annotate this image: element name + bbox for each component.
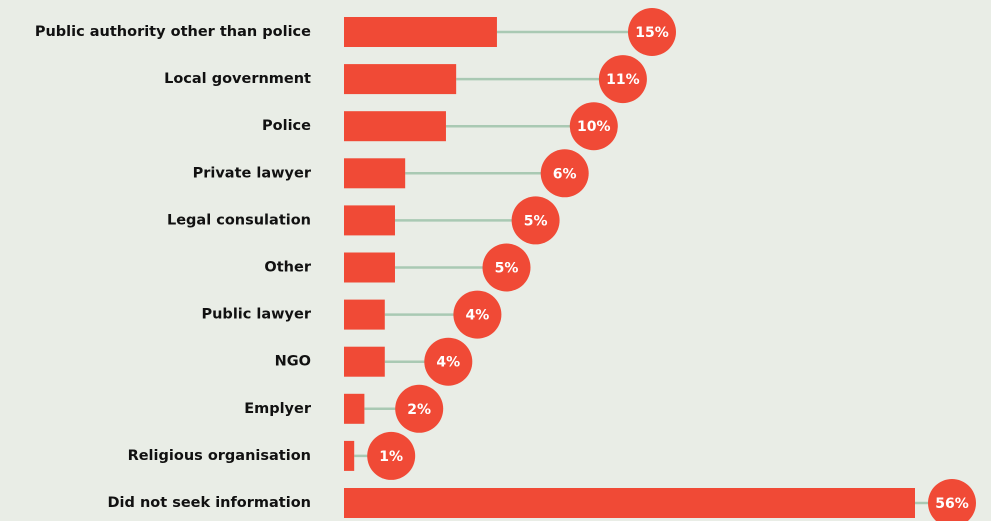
bar xyxy=(344,299,385,330)
category-label: Private lawyer xyxy=(193,165,312,181)
bar xyxy=(344,64,457,95)
category-label: Legal consulation xyxy=(167,212,311,228)
value-label: 10% xyxy=(577,119,611,135)
bar xyxy=(344,111,446,142)
bar xyxy=(344,393,365,424)
category-label: Other xyxy=(264,260,311,276)
value-badge xyxy=(453,290,502,339)
value-label: 6% xyxy=(553,166,577,182)
category-label: Police xyxy=(262,118,311,134)
value-label: 2% xyxy=(407,402,431,418)
value-badge xyxy=(540,149,589,198)
value-badge xyxy=(424,337,473,386)
value-badge xyxy=(511,196,560,245)
category-label: Emplyer xyxy=(244,401,312,417)
category-label: Public authority other than police xyxy=(35,24,311,40)
value-label: 1% xyxy=(379,449,403,465)
value-badge xyxy=(569,102,618,151)
value-label: 4% xyxy=(466,308,490,324)
value-badge xyxy=(395,384,444,433)
value-label: 11% xyxy=(606,72,640,88)
category-label: Did not seek information xyxy=(108,495,311,511)
value-label: 56% xyxy=(935,496,969,512)
value-label: 15% xyxy=(635,25,669,41)
category-label: Public lawyer xyxy=(201,307,311,323)
bar xyxy=(344,205,395,236)
value-label: 5% xyxy=(524,213,548,229)
value-badge xyxy=(628,8,676,56)
value-label: 5% xyxy=(495,261,519,277)
value-badge xyxy=(598,55,647,104)
bar xyxy=(344,158,406,189)
category-label: NGO xyxy=(275,354,311,370)
category-label: Local government xyxy=(164,71,311,87)
value-badge xyxy=(367,431,416,480)
bar xyxy=(344,488,915,518)
bar xyxy=(344,440,355,471)
value-label: 4% xyxy=(436,355,460,371)
bar xyxy=(344,17,497,47)
value-badge xyxy=(928,479,976,521)
value-badge xyxy=(482,243,531,292)
category-label: Religious organisation xyxy=(128,448,311,464)
bar xyxy=(344,346,385,377)
bar xyxy=(344,252,395,283)
